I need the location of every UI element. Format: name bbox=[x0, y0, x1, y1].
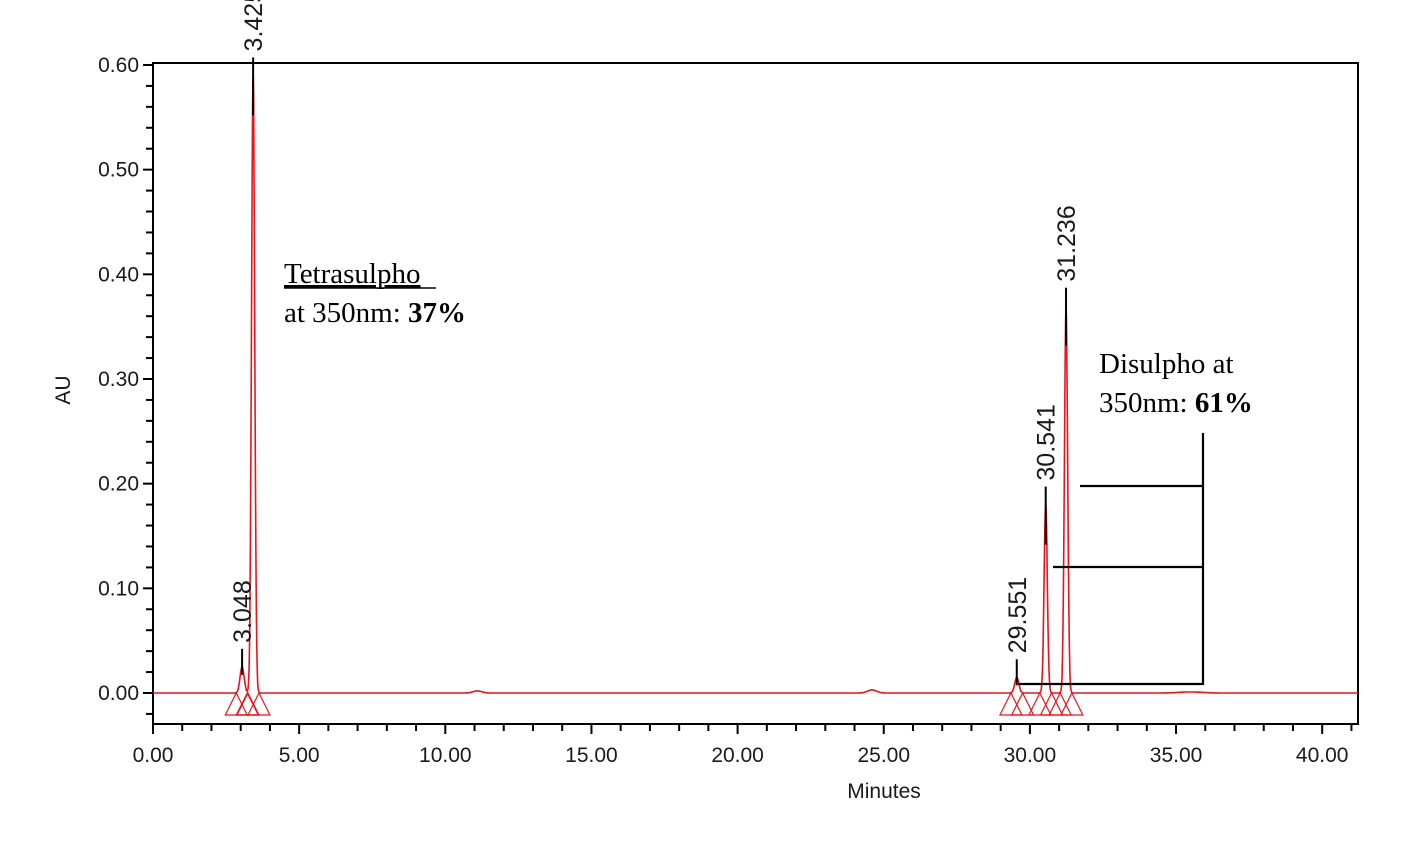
x-tick-label: 40.00 bbox=[1296, 744, 1349, 767]
x-tick-label: 10.00 bbox=[419, 744, 472, 767]
tetrasulpho-percent: at 350nm: 37% bbox=[284, 297, 466, 329]
tetrasulpho-text: at 350nm: bbox=[284, 297, 408, 329]
y-tick-label: 0.50 bbox=[98, 159, 139, 182]
y-tick-label: 0.20 bbox=[98, 473, 139, 496]
y-tick-label: 0.40 bbox=[98, 263, 139, 286]
peak-boundary-marker bbox=[1059, 691, 1084, 716]
axes: 0.00 5.00 10.00 15.00 20.00 25.00 30.00 35.00 40… bbox=[98, 54, 1359, 767]
disulpho-annotation: Disulpho at 350nm: 61% bbox=[1018, 348, 1253, 686]
peak-boundary-marker bbox=[1039, 691, 1064, 716]
y-tick-label: 0.30 bbox=[98, 368, 139, 391]
peak-label: 30.541 bbox=[1033, 404, 1061, 480]
y-tick-label: 0.10 bbox=[98, 577, 139, 600]
x-tick-label: 25.00 bbox=[857, 744, 910, 767]
x-tick-label: 0.00 bbox=[133, 744, 174, 767]
peak-boundary-marker bbox=[235, 691, 260, 716]
disulpho-percent: 350nm: 61% bbox=[1099, 387, 1253, 419]
peak-boundary-marker bbox=[1027, 691, 1052, 716]
tetrasulpho-value: 37% bbox=[408, 297, 466, 329]
y-tick-label: 0.00 bbox=[98, 682, 139, 705]
disulpho-title: Disulpho at bbox=[1099, 348, 1234, 380]
peak-boundary-marker bbox=[998, 691, 1023, 716]
x-tick-label: 5.00 bbox=[279, 744, 320, 767]
disulpho-bracket bbox=[1018, 433, 1205, 686]
y-tick-label: 0.60 bbox=[98, 54, 139, 77]
tetrasulpho-title: Tetrasulpho bbox=[284, 258, 421, 290]
peak-label: 3.048 bbox=[229, 580, 257, 643]
peak-boundary-marker bbox=[1010, 691, 1035, 716]
tetrasulpho-annotation: Tetrasulpho at 350nm: 37% bbox=[284, 258, 466, 329]
peak-label: 29.551 bbox=[1004, 577, 1032, 653]
disulpho-text: 350nm: bbox=[1099, 387, 1195, 419]
chromatogram-trace bbox=[153, 77, 1359, 694]
peak-label: 3.425 bbox=[240, 0, 268, 51]
y-axis-label: AU bbox=[52, 375, 75, 404]
plot-frame bbox=[152, 62, 1359, 725]
peak-boundary-marker bbox=[246, 691, 271, 716]
peak-labels: 3.048 3.425 29.551 30.541 31.236 bbox=[229, 0, 1081, 686]
peak-boundary-marker bbox=[235, 691, 260, 716]
disulpho-value: 61% bbox=[1195, 387, 1253, 419]
x-tick-label: 20.00 bbox=[711, 744, 764, 767]
x-tick-label: 15.00 bbox=[565, 744, 618, 767]
peak-boundary-marker bbox=[1048, 691, 1073, 716]
peak-label: 31.236 bbox=[1053, 205, 1081, 281]
peak-boundary-marker bbox=[224, 691, 249, 716]
x-tick-label: 30.00 bbox=[1004, 744, 1057, 767]
x-axis-label: Minutes bbox=[847, 780, 921, 803]
x-tick-label: 35.00 bbox=[1150, 744, 1203, 767]
peak-markers bbox=[224, 691, 1084, 716]
